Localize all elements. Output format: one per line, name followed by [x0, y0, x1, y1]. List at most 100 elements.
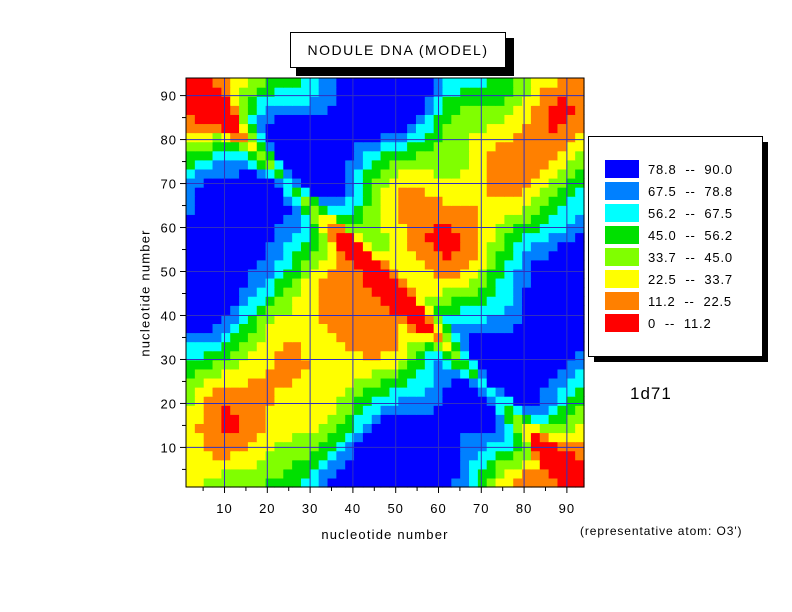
contour-cell [575, 405, 585, 415]
contour-cell [398, 405, 408, 415]
contour-cell [530, 432, 541, 443]
contour-cell [380, 105, 391, 115]
contour-cell [522, 259, 532, 270]
contour-cell [309, 223, 320, 234]
contour-cell [283, 459, 293, 470]
contour-cell [486, 132, 497, 143]
contour-cell [318, 396, 329, 406]
contour-cell [309, 305, 320, 315]
contour-cell [407, 205, 417, 215]
contour-cell [336, 377, 346, 388]
contour-cell [292, 114, 302, 125]
contour-cell [495, 287, 505, 297]
contour-cell [230, 305, 240, 315]
contour-cell [495, 196, 505, 206]
contour-cell [256, 168, 267, 179]
contour-cell [539, 114, 550, 125]
contour-cell [513, 123, 523, 134]
contour-cell [194, 414, 205, 424]
contour-cell [371, 396, 382, 406]
contour-cell [548, 177, 559, 188]
contour-cell [212, 114, 222, 125]
contour-cell [221, 377, 231, 388]
contour-cell [186, 250, 196, 261]
contour-cell [530, 177, 541, 188]
contour-cell [415, 468, 426, 479]
contour-cell [504, 459, 514, 470]
contour-cell [186, 123, 196, 134]
legend-item: 78.8 -- 90.0 [605, 159, 733, 179]
contour-cell [371, 468, 382, 479]
contour-cell [230, 277, 240, 288]
contour-cell [451, 114, 461, 125]
contour-cell [327, 377, 337, 388]
contour-cell [575, 132, 585, 143]
contour-cell [424, 396, 435, 406]
x-axis-label: nucleotide number [321, 527, 449, 542]
contour-cell [300, 159, 311, 170]
contour-cell [371, 259, 382, 270]
contour-cell [221, 359, 231, 370]
contour-cell [336, 287, 346, 297]
contour-cell [327, 341, 337, 352]
contour-cell [230, 450, 240, 461]
contour-cell [265, 450, 276, 461]
contour-cell [451, 432, 461, 443]
contour-cell [336, 350, 346, 361]
contour-cell [548, 159, 559, 170]
contour-cell [407, 432, 417, 443]
contour-cell [221, 250, 231, 261]
contour-cell [407, 405, 417, 415]
contour-cell [362, 177, 373, 188]
contour-cell [354, 96, 364, 106]
legend: 78.8 -- 90.0 67.5 -- 78.8 56.2 -- 67.5 45.0… [588, 136, 763, 357]
contour-cell [566, 305, 576, 315]
contour-cell [548, 450, 559, 461]
contour-cell [336, 459, 346, 470]
contour-cell [522, 350, 532, 361]
contour-cell [186, 78, 196, 88]
contour-cell [212, 350, 222, 361]
contour-cell [292, 414, 302, 424]
contour-cell [513, 323, 523, 334]
contour-cell [247, 287, 258, 297]
contour-cell [530, 168, 541, 179]
contour-cell [300, 132, 311, 143]
x-tick-label: 40 [345, 501, 361, 516]
contour-cell [345, 359, 355, 370]
contour-cell [539, 150, 550, 161]
contour-cell [336, 450, 346, 461]
contour-cell [513, 377, 523, 388]
contour-cell [477, 359, 488, 370]
contour-cell [186, 296, 196, 306]
contour-cell [451, 187, 461, 197]
contour-cell [522, 214, 532, 225]
contour-cell [247, 405, 258, 415]
contour-cell [389, 432, 399, 443]
contour-cell [548, 305, 559, 315]
contour-cell [504, 105, 514, 115]
y-tick-label: 10 [161, 440, 177, 455]
contour-cell [460, 205, 470, 215]
contour-cell [575, 196, 585, 206]
contour-cell [407, 159, 417, 170]
contour-cell [247, 277, 258, 288]
contour-cell [557, 196, 567, 206]
contour-cell [247, 368, 258, 379]
contour-cell [194, 87, 205, 97]
contour-cell [186, 168, 196, 179]
contour-cell [212, 141, 222, 152]
contour-cell [354, 214, 364, 225]
contour-cell [575, 305, 585, 315]
contour-cell [247, 450, 258, 461]
contour-cell [460, 132, 470, 143]
contour-cell [407, 477, 417, 488]
contour-cell [557, 441, 567, 452]
contour-cell [318, 323, 329, 334]
contour-cell [539, 177, 550, 188]
contour-cell [460, 287, 470, 297]
contour-cell [566, 150, 576, 161]
contour-cell [265, 159, 276, 170]
legend-swatch [605, 314, 639, 332]
contour-cell [318, 232, 329, 243]
